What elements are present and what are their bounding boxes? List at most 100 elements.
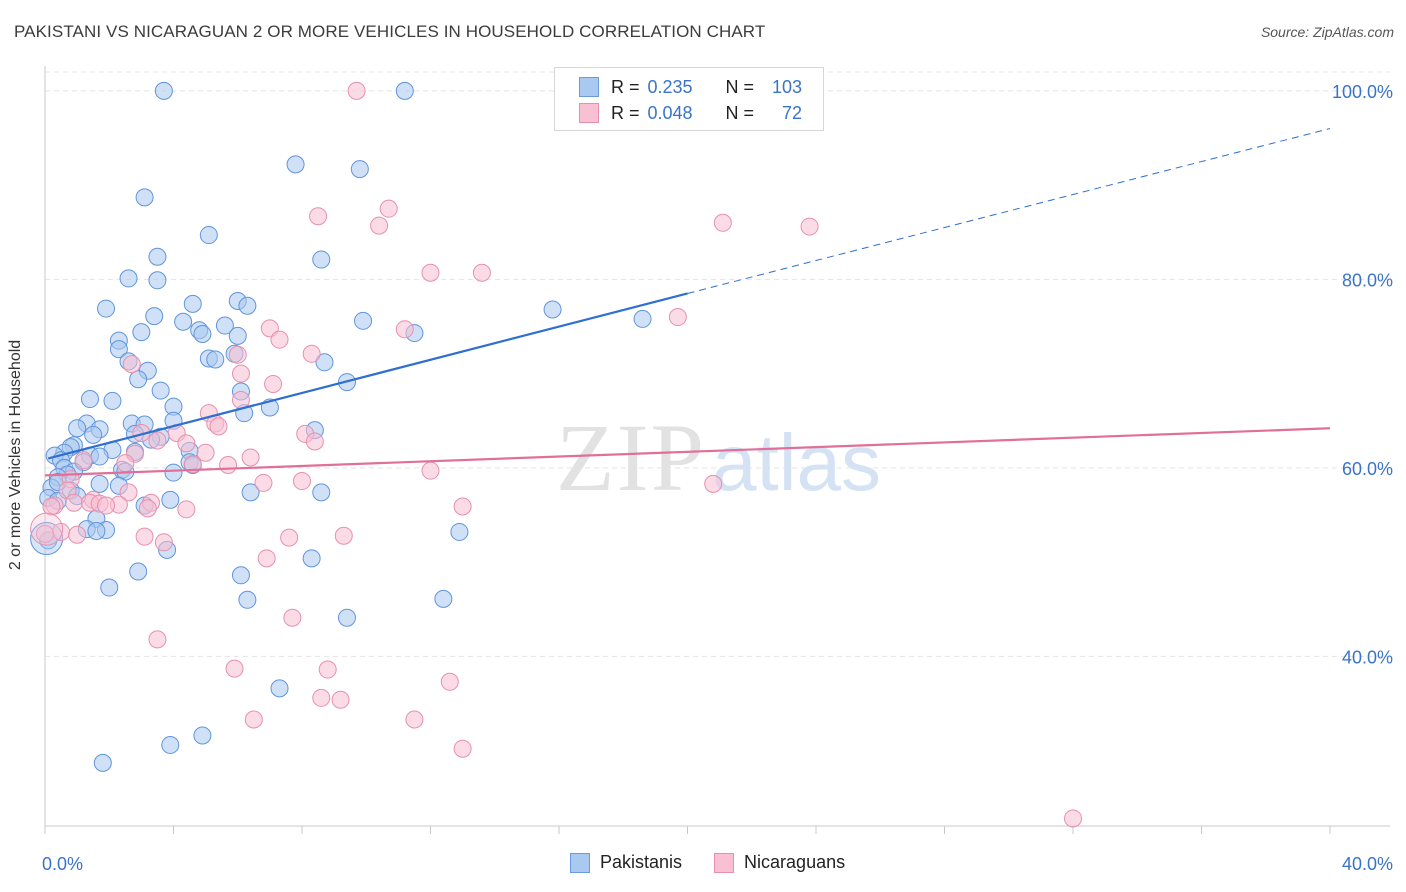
pakistanis-point[interactable] [93,753,112,772]
nicaraguans-point[interactable] [241,448,260,467]
nicaraguans-point[interactable] [68,525,87,544]
pakistanis-point[interactable] [543,300,562,319]
pakistanis-point[interactable] [161,490,180,509]
pakistanis-point[interactable] [80,390,99,409]
pakistanis-point[interactable] [84,425,103,444]
nicaraguans-point[interactable] [421,461,440,480]
nicaraguans-point[interactable] [395,320,414,339]
pakistanis-point[interactable] [103,391,122,410]
nicaraguans-point[interactable] [148,630,167,649]
pakistanis-point[interactable] [174,312,193,331]
nicaraguans-point[interactable] [42,497,61,516]
nicaraguans-point[interactable] [231,364,250,383]
nicaraguans-point[interactable] [318,660,337,679]
nicaraguans-point[interactable] [36,524,54,543]
pakistanis-point[interactable] [129,562,148,581]
nicaraguans-point[interactable] [225,659,244,678]
pakistanis-point[interactable] [238,296,257,315]
nicaraguans-point[interactable] [116,454,135,473]
pakistanis-point[interactable] [145,307,164,326]
nicaraguans-point[interactable] [453,497,472,516]
pakistanis-point[interactable] [154,81,173,100]
pakistanis-point[interactable] [337,608,356,627]
nicaraguans-point[interactable] [421,263,440,282]
pakistanis-point[interactable] [193,726,212,745]
nicaraguans-point[interactable] [122,355,141,374]
nicaraguans-point[interactable] [135,527,154,546]
nicaraguans-point[interactable] [138,499,157,518]
nicaraguans-point[interactable] [800,217,819,236]
nicaraguans-point[interactable] [280,528,299,547]
pakistanis-point[interactable] [90,474,109,493]
pakistanis-point[interactable] [270,679,289,698]
nicaraguans-point[interactable] [209,417,228,436]
pakistanis-point[interactable] [215,316,234,335]
nicaraguans-point[interactable] [254,473,273,492]
nicaraguans-point[interactable] [302,344,321,363]
nicaraguans-point[interactable] [668,308,687,327]
nicaraguans-point[interactable] [231,390,250,409]
pakistanis-point[interactable] [148,247,167,266]
pakistanis-point[interactable] [286,155,305,174]
pakistanis-point[interactable] [119,269,138,288]
nicaraguans-point[interactable] [228,345,247,364]
pakistanis-point[interactable] [100,578,119,597]
pakistanis-point[interactable] [315,353,334,372]
nicaraguans-point[interactable] [453,739,472,758]
nicaraguans-point[interactable] [370,216,389,235]
nicaraguans-point[interactable] [244,710,263,729]
nicaraguans-point[interactable] [440,672,459,691]
pakistanis-point[interactable] [148,271,167,290]
nicaraguans-point[interactable] [270,330,289,349]
pakistanis-point[interactable] [354,311,373,330]
nicaraguans-point[interactable] [331,690,350,709]
nicaraguans-point[interactable] [183,455,202,474]
nicaraguans-point[interactable] [219,456,238,475]
nicaraguans-point[interactable] [97,496,116,515]
nicaraguans-point[interactable] [472,263,491,282]
pakistanis-point[interactable] [633,309,652,328]
series-legend-pakistanis[interactable]: Pakistanis [570,852,682,873]
nicaraguans-point[interactable] [379,199,398,218]
nicaraguans-point[interactable] [309,207,328,226]
nicaraguans-point[interactable] [293,472,311,491]
pakistanis-point[interactable] [312,250,331,269]
pakistanis-point[interactable] [238,590,257,609]
pakistanis-point[interactable] [395,81,414,100]
pakistanis-point[interactable] [132,323,151,342]
pakistanis-point[interactable] [90,447,109,466]
pakistanis-point[interactable] [206,350,225,369]
pakistanis-point[interactable] [199,226,218,245]
nicaraguans-point[interactable] [713,213,732,232]
nicaraguans-point[interactable] [257,549,276,568]
nicaraguans-point[interactable] [64,493,83,512]
pakistanis-point[interactable] [193,325,212,344]
pakistanis-point[interactable] [450,522,469,541]
pakistanis-point[interactable] [97,299,116,318]
pakistanis-point[interactable] [302,549,321,568]
nicaraguans-point[interactable] [264,374,283,393]
series-legend-nicaraguans[interactable]: Nicaraguans [714,852,845,873]
pakistanis-point[interactable] [350,160,369,179]
pakistanis-point[interactable] [151,381,170,400]
nicaraguans-point[interactable] [334,526,353,545]
pakistanis-point[interactable] [87,521,106,540]
nicaraguans-point[interactable] [312,688,331,707]
nicaraguans-point[interactable] [1064,809,1082,828]
nicaraguans-point[interactable] [305,432,324,451]
nicaraguans-point[interactable] [74,451,93,470]
nicaraguans-point[interactable] [196,443,215,462]
pakistanis-point[interactable] [68,419,87,438]
pakistanis-point[interactable] [228,326,247,345]
nicaraguans-point[interactable] [347,81,366,100]
pakistanis-point[interactable] [434,589,453,608]
pakistanis-point[interactable] [241,483,260,502]
nicaraguans-point[interactable] [704,474,723,493]
nicaraguans-point[interactable] [177,434,196,453]
pakistanis-point[interactable] [183,294,202,313]
pakistanis-point[interactable] [164,463,183,482]
nicaraguans-point[interactable] [148,431,167,450]
nicaraguans-point[interactable] [177,500,196,519]
pakistanis-point[interactable] [129,370,148,389]
nicaraguans-point[interactable] [405,710,424,729]
